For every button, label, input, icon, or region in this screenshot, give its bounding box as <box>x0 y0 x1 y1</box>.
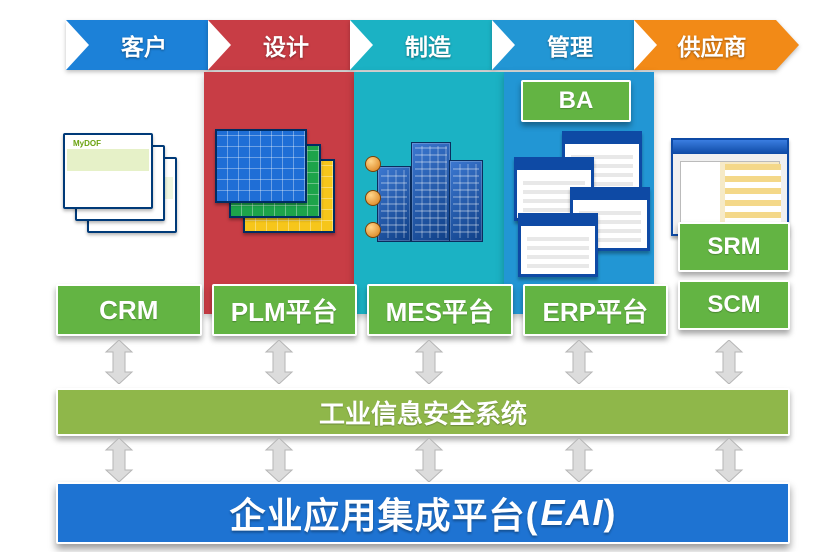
updown-arrow-icon <box>262 340 296 384</box>
illus-crm: MyDOF <box>48 109 198 269</box>
ba-box: BA <box>521 80 631 122</box>
chevron-label: 设计 <box>249 28 309 62</box>
eai-suffix: ) <box>604 492 617 534</box>
eai-bar: 企业应用集成平台(EAI) <box>56 482 790 544</box>
platform-label: ERP平台 <box>543 292 648 329</box>
updown-arrow-icon <box>102 340 136 384</box>
updown-arrow-icon <box>102 438 136 482</box>
updown-arrow-icon <box>262 438 296 482</box>
platform-label: SCM <box>707 291 760 319</box>
eai-em: EAI <box>540 492 603 534</box>
updown-arrow-icon <box>712 438 746 482</box>
ba-label: BA <box>559 87 594 115</box>
platform-mes: MES平台 <box>367 284 513 336</box>
chevron-design: 设计 <box>208 20 350 70</box>
platform-erp: ERP平台 <box>523 284 669 336</box>
platform-row: CRM PLM平台 MES平台 ERP平台 SRM SCM <box>56 284 790 342</box>
chevron-label: 管理 <box>533 28 593 62</box>
platform-srm: SRM <box>678 222 790 272</box>
platform-scm: SCM <box>678 280 790 330</box>
diagram-root: 客户 设计 制造 管理 供应商 BA MyDOF <box>12 4 804 548</box>
platform-label: CRM <box>99 295 158 326</box>
stacked-docs-icon: MyDOF <box>63 133 183 245</box>
illus-mes <box>354 109 504 269</box>
updown-arrow-icon <box>562 438 596 482</box>
chevron-customer: 客户 <box>66 20 208 70</box>
security-label: 工业信息安全系统 <box>319 394 527 431</box>
platform-plm: PLM平台 <box>212 284 358 336</box>
chevron-row: 客户 设计 制造 管理 供应商 <box>66 20 776 72</box>
crm-inner-label: MyDOF <box>73 139 101 148</box>
updown-arrow-icon <box>562 340 596 384</box>
platform-crm: CRM <box>56 284 202 336</box>
eai-prefix: 企业应用集成平台( <box>229 487 538 539</box>
chevron-label: 客户 <box>107 28 167 62</box>
erp-panels-icon <box>504 127 654 277</box>
chevron-manufacture: 制造 <box>350 20 492 70</box>
chevron-supplier: 供应商 <box>634 20 776 70</box>
illus-erp <box>504 122 654 282</box>
chevron-manage: 管理 <box>492 20 634 70</box>
platform-label: SRM <box>707 233 760 261</box>
updown-arrow-icon <box>412 438 446 482</box>
security-bar: 工业信息安全系统 <box>56 388 790 436</box>
updown-arrow-icon <box>712 340 746 384</box>
platform-label: MES平台 <box>386 292 494 329</box>
updown-arrow-icon <box>412 340 446 384</box>
factory-buildings-icon <box>359 124 499 254</box>
platform-label: PLM平台 <box>231 292 338 329</box>
illus-plm <box>204 109 354 269</box>
grid-cards-icon <box>215 129 343 249</box>
chevron-label: 制造 <box>391 28 451 62</box>
chevron-label: 供应商 <box>664 28 747 62</box>
platform-right-col: SRM SCM <box>678 222 790 342</box>
